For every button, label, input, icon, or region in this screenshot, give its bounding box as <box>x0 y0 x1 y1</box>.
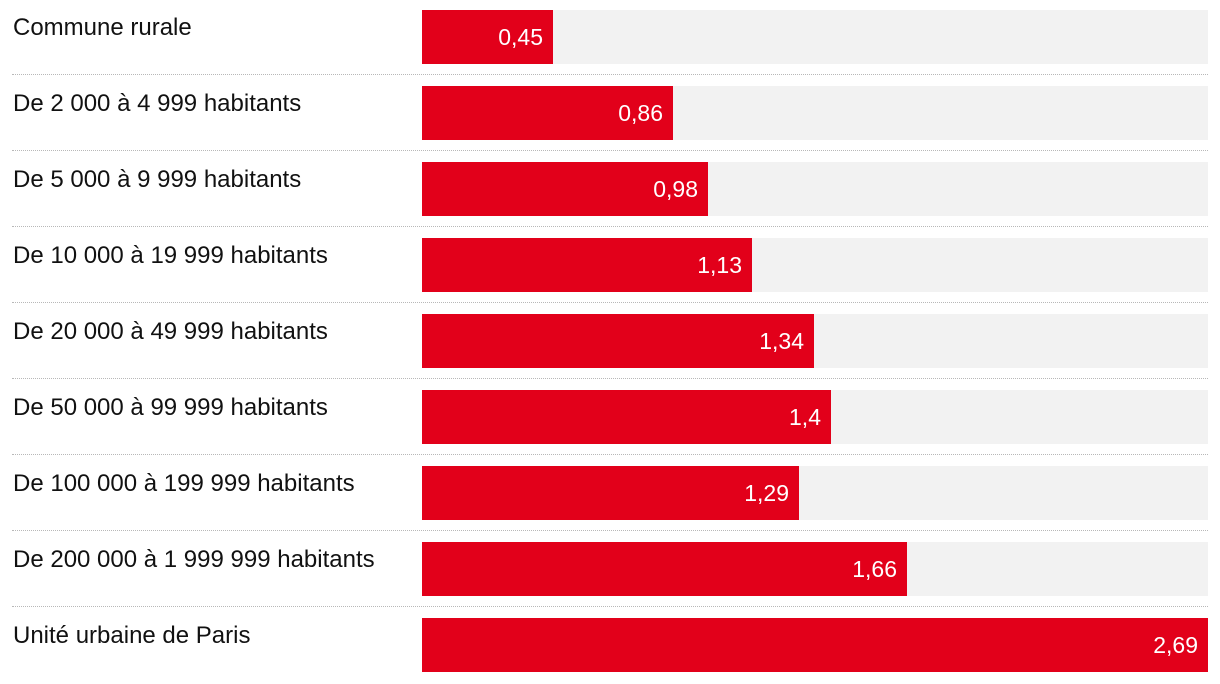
bar-track: 0,45 <box>422 10 1208 64</box>
bar: 0,45 <box>422 10 553 64</box>
bar-track: 1,29 <box>422 466 1208 520</box>
bar-track: 1,4 <box>422 390 1208 444</box>
chart-row: De 5 000 à 9 999 habitants 0,98 <box>0 152 1220 228</box>
bar: 0,98 <box>422 162 708 216</box>
chart-row: De 20 000 à 49 999 habitants 1,34 <box>0 304 1220 380</box>
category-label: Commune rurale <box>13 14 192 41</box>
row-divider <box>12 606 1208 607</box>
category-label: De 2 000 à 4 999 habitants <box>13 90 302 117</box>
bar-track: 1,66 <box>422 542 1208 596</box>
bar: 2,69 <box>422 618 1208 672</box>
row-divider <box>12 150 1208 151</box>
bar-value-label: 1,4 <box>789 404 821 430</box>
category-label: De 20 000 à 49 999 habitants <box>13 318 328 345</box>
chart-row: De 10 000 à 19 999 habitants 1,13 <box>0 228 1220 304</box>
chart-row: De 2 000 à 4 999 habitants 0,86 <box>0 76 1220 152</box>
category-label: De 10 000 à 19 999 habitants <box>13 242 328 269</box>
bar-value-label: 0,98 <box>653 176 698 202</box>
category-label: De 5 000 à 9 999 habitants <box>13 166 302 193</box>
bar: 1,34 <box>422 314 814 368</box>
chart-row: Unité urbaine de Paris 2,69 <box>0 608 1220 684</box>
chart-row: De 100 000 à 199 999 habitants 1,29 <box>0 456 1220 532</box>
bar-track: 0,86 <box>422 86 1208 140</box>
chart-row: De 200 000 à 1 999 999 habitants 1,66 <box>0 532 1220 608</box>
bar: 1,4 <box>422 390 831 444</box>
bar-value-label: 0,45 <box>498 24 543 50</box>
row-divider <box>12 74 1208 75</box>
bar-value-label: 2,69 <box>1153 632 1198 658</box>
category-label: De 50 000 à 99 999 habitants <box>13 394 328 421</box>
row-divider <box>12 302 1208 303</box>
bar-value-label: 1,34 <box>759 328 804 354</box>
category-label: De 200 000 à 1 999 999 habitants <box>13 546 375 573</box>
bar: 1,13 <box>422 238 752 292</box>
category-label: Unité urbaine de Paris <box>13 622 251 649</box>
bar-value-label: 1,13 <box>697 252 742 278</box>
bar-track: 0,98 <box>422 162 1208 216</box>
row-divider <box>12 226 1208 227</box>
bar: 1,29 <box>422 466 799 520</box>
bar-value-label: 0,86 <box>618 100 663 126</box>
bar-track: 1,34 <box>422 314 1208 368</box>
row-divider <box>12 530 1208 531</box>
bar-track: 2,69 <box>422 618 1208 672</box>
bar-track: 1,13 <box>422 238 1208 292</box>
chart-row: De 50 000 à 99 999 habitants 1,4 <box>0 380 1220 456</box>
category-label: De 100 000 à 199 999 habitants <box>13 470 355 497</box>
bar-value-label: 1,29 <box>744 480 789 506</box>
chart-row: Commune rurale 0,45 <box>0 0 1220 76</box>
bar-value-label: 1,66 <box>852 556 897 582</box>
bar: 1,66 <box>422 542 907 596</box>
row-divider <box>12 378 1208 379</box>
bar: 0,86 <box>422 86 673 140</box>
row-divider <box>12 454 1208 455</box>
